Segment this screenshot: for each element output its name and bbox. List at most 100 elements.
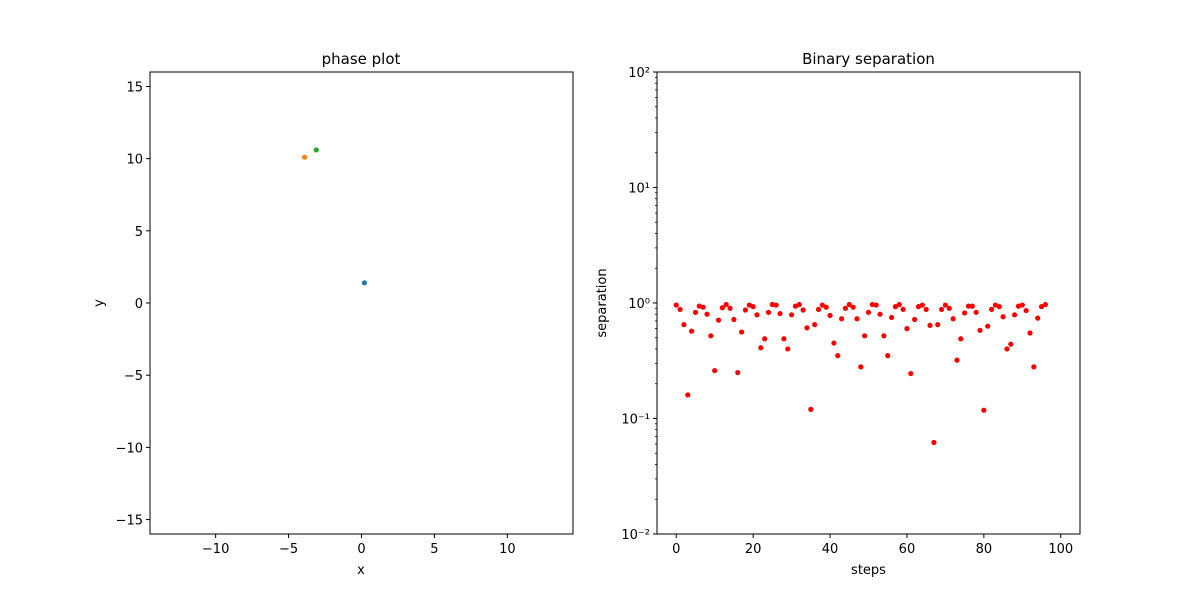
binary-separation-point	[904, 326, 910, 332]
phase-plot-axes-frame	[149, 71, 574, 535]
binary-separation-point	[796, 301, 802, 308]
binary-separation-point	[815, 306, 822, 313]
phase-plot-x-tick-label: −5	[279, 542, 298, 557]
phase-plot-y-tick-label: 5	[135, 225, 143, 240]
binary-separation-point	[838, 316, 845, 322]
binary-separation-point	[850, 304, 856, 310]
binary-separation-point	[788, 312, 795, 318]
binary-separation-point	[862, 333, 868, 339]
binary-separation-y-tick-label: 10²	[628, 66, 650, 81]
binary-separation-point	[1038, 304, 1045, 310]
binary-separation-point	[673, 302, 679, 308]
binary-separation-point	[708, 333, 714, 339]
binary-separation-point	[835, 353, 841, 359]
binary-separation-point	[723, 301, 729, 308]
binary-separation-y-tick-label: 10⁰	[628, 297, 650, 312]
binary-separation-point	[908, 370, 914, 377]
binary-separation-marks	[673, 301, 1048, 446]
binary-separation-point	[969, 303, 975, 309]
binary-separation-point	[912, 316, 918, 323]
binary-separation-point	[1031, 364, 1037, 370]
binary-separation-ticks: 0 20 40 60 80 100 10⁻² 10⁻¹ 10⁰ 10¹ 10²	[621, 66, 1073, 557]
binary-separation-point	[873, 302, 879, 308]
binary-separation-point	[962, 310, 968, 316]
binary-separation-point	[712, 367, 718, 374]
binary-separation-point	[785, 346, 791, 352]
binary-separation-point	[858, 364, 864, 370]
binary-separation-point	[1042, 301, 1048, 308]
binary-separation-point	[781, 336, 787, 342]
binary-separation-point	[1035, 315, 1041, 321]
binary-separation-point	[719, 305, 725, 311]
phase-plot-panel: phase plot −10 −5 0 5 10 −15 −10 −5 0 5 10 15 x y	[92, 50, 574, 578]
binary-separation-point	[823, 304, 829, 310]
binary-separation-point	[965, 303, 972, 309]
binary-separation-y-axis-label: separation	[595, 268, 610, 337]
binary-separation-point	[985, 323, 991, 329]
binary-separation-x-tick-label: 0	[672, 542, 680, 557]
phase-plot-y-tick-label: −15	[116, 514, 143, 529]
binary-separation-point	[800, 307, 806, 313]
phase-plot-y-tick-label: −10	[116, 441, 143, 456]
phase-plot-x-axis-label: x	[357, 563, 365, 578]
binary-separation-point	[946, 305, 952, 311]
phase-plot-y-tick-label: 10	[126, 153, 143, 168]
binary-separation-point	[950, 316, 956, 322]
phase-plot-y-tick-label: 0	[135, 297, 143, 312]
binary-separation-point	[931, 439, 937, 446]
phase-plot-x-tick-label: 0	[357, 542, 365, 557]
binary-separation-x-tick-label: 20	[745, 542, 762, 557]
binary-separation-point	[827, 312, 833, 319]
binary-separation-point	[1004, 346, 1010, 352]
phase-plot-y-tick-label: 15	[126, 80, 143, 95]
binary-separation-point	[735, 369, 741, 376]
binary-separation-point	[977, 327, 983, 333]
binary-separation-point	[689, 328, 695, 334]
binary-separation-x-tick-label: 40	[822, 542, 839, 557]
binary-separation-point	[773, 302, 779, 308]
binary-separation-point	[881, 333, 887, 339]
binary-separation-axes-frame	[656, 71, 1081, 535]
binary-separation-point	[865, 309, 872, 315]
phase-plot-point	[302, 154, 308, 160]
phase-plot-y-tick-label: −5	[124, 369, 143, 384]
binary-separation-point	[754, 312, 760, 318]
binary-separation-point	[927, 322, 933, 328]
binary-separation-point	[765, 309, 772, 315]
binary-separation-point	[981, 407, 987, 413]
binary-separation-point	[958, 336, 964, 342]
binary-separation-point	[727, 305, 733, 311]
binary-separation-point	[1023, 307, 1029, 314]
binary-separation-title: Binary separation	[802, 50, 935, 68]
binary-separation-point	[842, 305, 849, 311]
binary-separation-point	[877, 311, 883, 317]
binary-separation-point	[988, 306, 995, 313]
binary-separation-point	[869, 301, 875, 308]
phase-plot-ticks: −10 −5 0 5 10 −15 −10 −5 0 5 10 15	[116, 80, 516, 557]
binary-separation-point	[854, 316, 860, 322]
binary-separation-point	[846, 301, 852, 308]
phase-plot-point	[313, 147, 319, 153]
phase-plot-marks	[302, 147, 368, 286]
binary-separation-point	[750, 304, 756, 310]
binary-separation-point	[900, 306, 906, 313]
phase-plot-x-tick-label: −10	[202, 542, 229, 557]
binary-separation-point	[892, 304, 899, 310]
binary-separation-point	[808, 406, 814, 412]
binary-separation-point	[677, 306, 683, 313]
binary-separation-point	[1000, 314, 1006, 320]
binary-separation-x-tick-label: 80	[976, 542, 993, 557]
phase-plot-title: phase plot	[322, 50, 401, 68]
phase-plot-x-tick-label: 5	[430, 542, 438, 557]
binary-separation-y-tick-label: 10⁻¹	[621, 413, 650, 428]
binary-separation-point	[739, 329, 745, 335]
binary-separation-point	[935, 322, 941, 328]
phase-plot-y-axis-label: y	[92, 299, 107, 307]
binary-separation-point	[919, 302, 925, 308]
binary-separation-point	[1027, 330, 1033, 336]
binary-separation-point	[804, 325, 810, 331]
binary-separation-point	[1019, 302, 1025, 308]
binary-separation-point	[942, 302, 949, 308]
